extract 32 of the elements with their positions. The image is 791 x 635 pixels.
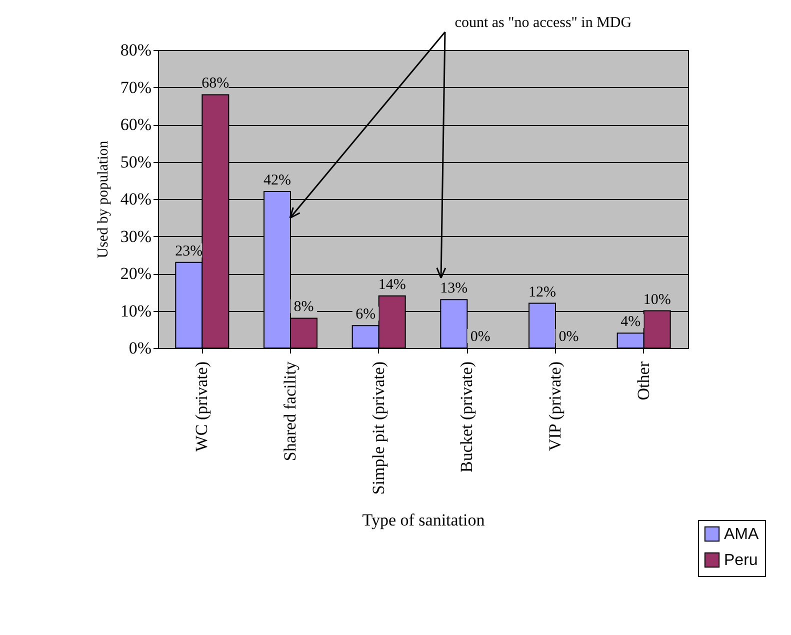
data-label: 68% bbox=[202, 76, 230, 92]
x-tick-label: Shared facility bbox=[280, 361, 300, 462]
y-tick-label: 60% bbox=[120, 115, 152, 134]
data-label: 0% bbox=[558, 329, 579, 345]
x-tick-label: Other bbox=[634, 361, 653, 400]
x-tick-label: VIP (private) bbox=[546, 362, 564, 452]
legend-label: Peru bbox=[724, 552, 758, 569]
x-tick-label: WC (private) bbox=[192, 362, 212, 452]
y-tick-label: 30% bbox=[120, 226, 152, 246]
y-tick-label: 80% bbox=[120, 40, 152, 60]
x-tick-label: Simple pit (private) bbox=[368, 362, 388, 495]
y-axis-title: Used by population bbox=[95, 140, 112, 258]
y-tick-label: 0% bbox=[128, 338, 152, 358]
data-label: 14% bbox=[378, 276, 406, 293]
y-tick-label: 50% bbox=[120, 152, 152, 172]
data-label: 10% bbox=[643, 292, 671, 308]
x-tick-label: Bucket (private) bbox=[457, 362, 476, 472]
data-label: 6% bbox=[356, 306, 376, 323]
text: count as "no access" in MDG bbox=[454, 15, 632, 31]
data-label: 23% bbox=[175, 243, 203, 260]
y-tick-label: 10% bbox=[120, 301, 152, 320]
data-label: 12% bbox=[528, 284, 556, 300]
data-label: 0% bbox=[470, 329, 490, 345]
data-label: 42% bbox=[264, 172, 291, 189]
legend-label: AMA bbox=[724, 526, 759, 543]
x-axis-title: Type of sanitation bbox=[362, 510, 486, 530]
y-tick-label: 70% bbox=[120, 78, 152, 97]
y-tick-label: 40% bbox=[120, 190, 152, 208]
y-tick-label: 20% bbox=[120, 264, 152, 283]
data-label: 13% bbox=[440, 280, 468, 297]
data-label: 4% bbox=[620, 314, 641, 330]
data-label: 8% bbox=[294, 299, 314, 316]
